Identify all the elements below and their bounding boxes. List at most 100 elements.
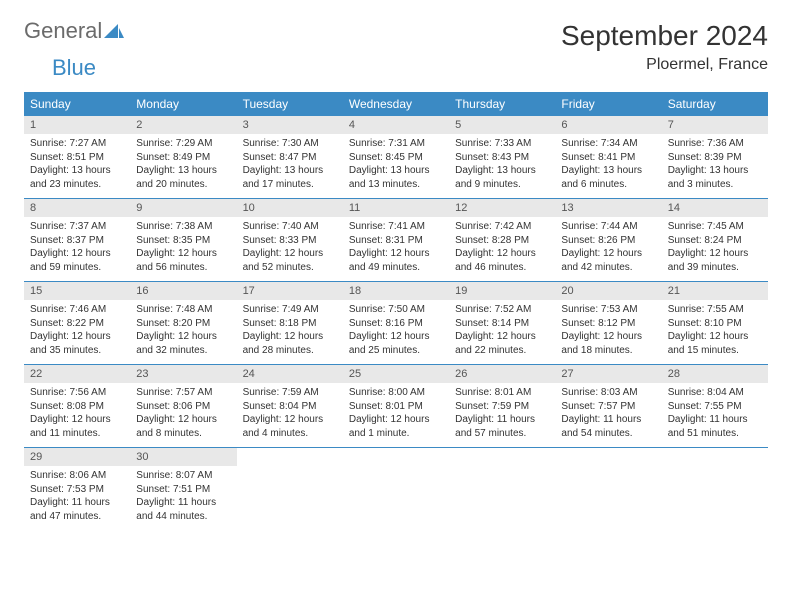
day-number: 27 xyxy=(555,365,661,383)
calendar-cell: 28 Sunrise: 8:04 AMSunset: 7:55 PMDayligh… xyxy=(662,365,768,447)
logo: General Blue xyxy=(24,20,124,80)
daylight-line: Daylight: 12 hours and 32 minutes. xyxy=(130,330,236,357)
calendar-cell: 17 Sunrise: 7:49 AMSunset: 8:18 PMDayligh… xyxy=(237,282,343,364)
calendar-cell: . xyxy=(662,448,768,530)
calendar-cell: 9Sunrise: 7:38 AMSunset: 8:35 PMDaylight… xyxy=(130,199,236,281)
day-header-cell: Wednesday xyxy=(343,92,449,116)
sunrise-line: Sunrise: 7:40 AM xyxy=(237,220,343,234)
calendar-week: 15Sunrise: 7:46 AMSunset: 8:22 PMDayligh… xyxy=(24,282,768,365)
calendar-cell: 18Sunrise: 7:50 AMSunset: 8:16 PMDayligh… xyxy=(343,282,449,364)
sunrise-line: Sunrise: 7:49 AM xyxy=(237,303,343,317)
sunset-line: Sunset: 7:51 PM xyxy=(130,483,236,497)
sunrise-line: Sunrise: 7:52 AM xyxy=(449,303,555,317)
sunset-line: Sunset: 8:12 PM xyxy=(555,317,661,331)
sunset-line: Sunset: 8:39 PM xyxy=(662,151,768,165)
sunset-line: Sunset: 8:18 PM xyxy=(237,317,343,331)
day-header-cell: Thursday xyxy=(449,92,555,116)
sunset-line: Sunset: 8:01 PM xyxy=(343,400,449,414)
sunrise-line: Sunrise: 7:50 AM xyxy=(343,303,449,317)
daylight-line: Daylight: 11 hours and 51 minutes. xyxy=(662,413,768,440)
sunset-line: Sunset: 8:47 PM xyxy=(237,151,343,165)
calendar-cell: 24Sunrise: 7:59 AMSunset: 8:04 PMDayligh… xyxy=(237,365,343,447)
day-header-cell: Friday xyxy=(555,92,661,116)
day-number: 15 xyxy=(24,282,130,300)
calendar-cell: 21Sunrise: 7:55 AMSunset: 8:10 PMDayligh… xyxy=(662,282,768,364)
daylight-line: Daylight: 13 hours and 17 minutes. xyxy=(237,164,343,191)
calendar-cell: 13 Sunrise: 7:44 AMSunset: 8:26 PMDayligh… xyxy=(555,199,661,281)
day-number: 20 xyxy=(555,282,661,300)
daylight-line: Daylight: 11 hours and 47 minutes. xyxy=(24,496,130,523)
sunrise-line: Sunrise: 7:42 AM xyxy=(449,220,555,234)
sunset-line: Sunset: 7:55 PM xyxy=(662,400,768,414)
daylight-line: Daylight: 12 hours and 4 minutes. xyxy=(237,413,343,440)
daylight-line: Daylight: 12 hours and 28 minutes. xyxy=(237,330,343,357)
daylight-line: Daylight: 12 hours and 56 minutes. xyxy=(130,247,236,274)
sunset-line: Sunset: 8:26 PM xyxy=(555,234,661,248)
sunrise-line: Sunrise: 7:53 AM xyxy=(555,303,661,317)
day-number: 13 xyxy=(555,199,661,217)
daylight-line: Daylight: 12 hours and 1 minute. xyxy=(343,413,449,440)
daylight-line: Daylight: 12 hours and 59 minutes. xyxy=(24,247,130,274)
sunrise-line: Sunrise: 7:31 AM xyxy=(343,137,449,151)
day-header-cell: Monday xyxy=(130,92,236,116)
day-number: 8 xyxy=(24,199,130,217)
calendar-cell: 11Sunrise: 7:41 AMSunset: 8:31 PMDayligh… xyxy=(343,199,449,281)
sunrise-line: Sunrise: 8:07 AM xyxy=(130,469,236,483)
logo-text-general: General xyxy=(24,18,102,43)
day-number: 29 xyxy=(24,448,130,466)
day-number: 12 xyxy=(449,199,555,217)
sunrise-line: Sunrise: 7:36 AM xyxy=(662,137,768,151)
calendar-cell: 12Sunrise: 7:42 AMSunset: 8:28 PMDayligh… xyxy=(449,199,555,281)
calendar-cell: 15Sunrise: 7:46 AMSunset: 8:22 PMDayligh… xyxy=(24,282,130,364)
day-number: 10 xyxy=(237,199,343,217)
calendar-cell: 29 Sunrise: 8:06 AMSunset: 7:53 PMDayligh… xyxy=(24,448,130,530)
sunset-line: Sunset: 8:41 PM xyxy=(555,151,661,165)
sunrise-line: Sunrise: 7:29 AM xyxy=(130,137,236,151)
calendar-cell: 25Sunrise: 8:00 AMSunset: 8:01 PMDayligh… xyxy=(343,365,449,447)
calendar: SundayMondayTuesdayWednesdayThursdayFrid… xyxy=(24,92,768,530)
sunset-line: Sunset: 8:20 PM xyxy=(130,317,236,331)
day-number: 25 xyxy=(343,365,449,383)
sunset-line: Sunset: 8:04 PM xyxy=(237,400,343,414)
daylight-line: Daylight: 12 hours and 15 minutes. xyxy=(662,330,768,357)
day-number: 5 xyxy=(449,116,555,134)
sunrise-line: Sunrise: 8:04 AM xyxy=(662,386,768,400)
daylight-line: Daylight: 11 hours and 44 minutes. xyxy=(130,496,236,523)
sunset-line: Sunset: 8:49 PM xyxy=(130,151,236,165)
sunset-line: Sunset: 7:53 PM xyxy=(24,483,130,497)
header: General Blue September 2024 Ploermel, Fr… xyxy=(24,20,768,80)
day-number: 17 xyxy=(237,282,343,300)
logo-sail-icon xyxy=(104,24,124,43)
day-number: 18 xyxy=(343,282,449,300)
sunrise-line: Sunrise: 7:37 AM xyxy=(24,220,130,234)
calendar-week: 8Sunrise: 7:37 AMSunset: 8:37 PMDaylight… xyxy=(24,199,768,282)
sunset-line: Sunset: 7:57 PM xyxy=(555,400,661,414)
sunset-line: Sunset: 8:22 PM xyxy=(24,317,130,331)
sunrise-line: Sunrise: 7:56 AM xyxy=(24,386,130,400)
calendar-week: 29 Sunrise: 8:06 AMSunset: 7:53 PMDayligh… xyxy=(24,448,768,530)
daylight-line: Daylight: 12 hours and 42 minutes. xyxy=(555,247,661,274)
page-subtitle: Ploermel, France xyxy=(561,56,768,74)
calendar-cell: 8Sunrise: 7:37 AMSunset: 8:37 PMDaylight… xyxy=(24,199,130,281)
day-number: 2 xyxy=(130,116,236,134)
sunrise-line: Sunrise: 7:48 AM xyxy=(130,303,236,317)
day-number: 19 xyxy=(449,282,555,300)
day-header-cell: Saturday xyxy=(662,92,768,116)
day-number: 22 xyxy=(24,365,130,383)
day-number: 21 xyxy=(662,282,768,300)
sunrise-line: Sunrise: 7:44 AM xyxy=(555,220,661,234)
day-number: 26 xyxy=(449,365,555,383)
sunrise-line: Sunrise: 8:06 AM xyxy=(24,469,130,483)
day-number: 14 xyxy=(662,199,768,217)
day-header-cell: Sunday xyxy=(24,92,130,116)
page-title: September 2024 xyxy=(561,20,768,52)
day-number: 28 xyxy=(662,365,768,383)
calendar-cell: 22Sunrise: 7:56 AMSunset: 8:08 PMDayligh… xyxy=(24,365,130,447)
calendar-cell: 27Sunrise: 8:03 AMSunset: 7:57 PMDayligh… xyxy=(555,365,661,447)
daylight-line: Daylight: 13 hours and 9 minutes. xyxy=(449,164,555,191)
sunrise-line: Sunrise: 7:30 AM xyxy=(237,137,343,151)
calendar-cell: 14Sunrise: 7:45 AMSunset: 8:24 PMDayligh… xyxy=(662,199,768,281)
calendar-week: 1Sunrise: 7:27 AMSunset: 8:51 PMDaylight… xyxy=(24,116,768,199)
daylight-line: Daylight: 13 hours and 20 minutes. xyxy=(130,164,236,191)
sunrise-line: Sunrise: 7:57 AM xyxy=(130,386,236,400)
